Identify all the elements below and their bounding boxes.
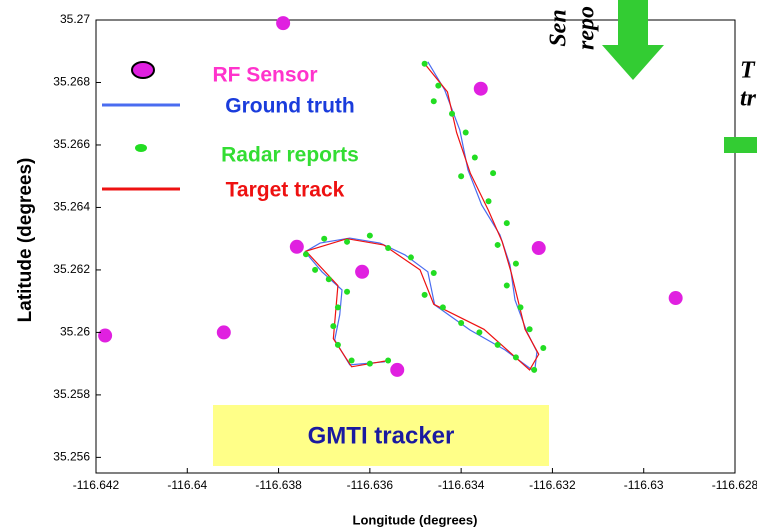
legend-marker [135,144,147,152]
radar-dot [430,270,437,277]
y-tick-label: 35.266 [53,137,90,151]
radar-dot [531,366,538,373]
radar-dot [421,291,428,298]
radar-dot [512,260,519,267]
radar-dot [471,154,478,161]
radar-dot [503,282,510,289]
radar-dot [512,354,519,361]
y-tick-label: 35.268 [53,75,90,89]
legend-label: RF Sensor [212,64,317,87]
sensor-marker [668,291,683,306]
x-tick-label: -116.634 [438,478,485,492]
radar-dot [449,110,456,117]
radar-dot [494,341,501,348]
sensor-marker [216,325,231,340]
annotation-box [213,405,549,466]
radar-dot [348,357,355,364]
y-axis-label: Latitude (degrees) [15,158,36,323]
radar-dot [435,82,442,89]
radar-dot [330,323,337,330]
radar-dot [344,238,351,245]
legend-label: Target track [226,179,345,202]
y-tick-label: 35.258 [53,387,90,401]
radar-dot [325,276,332,283]
radar-dot [462,129,469,136]
radar-dot [458,320,465,327]
x-tick-label: -116.632 [529,478,576,492]
sensor-marker [355,264,370,279]
overlay-text: T [740,58,756,84]
x-tick-label: -116.636 [347,478,394,492]
plot-area [98,16,683,377]
radar-dot [503,220,510,227]
radar-dot [485,198,492,205]
legend-label: Radar reports [221,144,359,167]
series-line [304,63,540,371]
radar-dot [321,235,328,242]
radar-dot [385,357,392,364]
radar-dot [312,266,319,273]
x-tick-label: -116.628 [712,478,757,492]
radar-dot [526,326,533,333]
y-tick-label: 35.26 [60,325,90,339]
legend-label: Ground truth [225,95,354,118]
radar-dot [302,251,309,258]
radar-dot [334,341,341,348]
x-tick-label: -116.638 [255,478,302,492]
x-tick-label: -116.64 [167,478,207,492]
radar-dot [334,304,341,311]
plot-frame [95,19,736,474]
radar-dot [344,288,351,295]
radar-dot [366,232,373,239]
x-tick-label: -116.63 [624,478,664,492]
radar-dot [430,98,437,105]
radar-dot [494,241,501,248]
radar-dot [385,245,392,252]
radar-dot [439,304,446,311]
radar-dot [458,173,465,180]
radar-dot [490,170,497,177]
y-tick-label: 35.262 [53,262,90,276]
radar-dot [476,329,483,336]
sensor-marker [390,362,405,377]
radar-dot [517,304,524,311]
arrow-icon [602,0,664,80]
overlay-text: tr [740,86,757,112]
sensor-marker [276,16,291,31]
y-tick-label: 35.256 [53,450,90,464]
radar-dot [540,345,547,352]
radar-dot [421,60,428,67]
y-tick-label: 35.27 [60,12,90,26]
x-axis-label: Longitude (degrees) [353,512,478,527]
x-tick-label: -116.642 [73,478,120,492]
arrow-icon [724,137,757,153]
overlay-text: Sen [546,9,572,46]
sensor-marker [289,239,304,254]
sensor-marker [473,81,488,96]
overlay-text: repo [574,6,600,50]
series-line [304,61,538,373]
annotation: GMTI tracker [308,422,455,449]
y-tick-label: 35.264 [53,200,90,214]
sensor-marker [531,241,546,256]
sensor-marker [98,328,113,343]
legend-marker [131,61,155,79]
radar-dot [407,254,414,261]
radar-dot [366,360,373,367]
